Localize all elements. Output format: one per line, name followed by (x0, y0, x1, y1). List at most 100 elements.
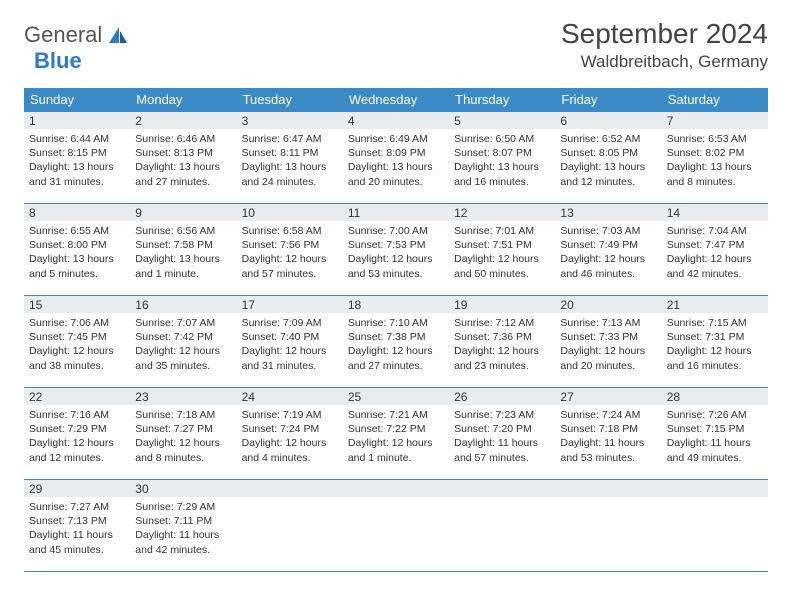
day-number: 12 (449, 204, 555, 221)
sunrise-text: Sunrise: 7:04 AM (667, 224, 763, 238)
weekday-header: Wednesday (343, 88, 449, 112)
day-number: 26 (449, 388, 555, 405)
sunset-text: Sunset: 7:11 PM (135, 514, 231, 528)
calendar-body: 1Sunrise: 6:44 AMSunset: 8:15 PMDaylight… (24, 112, 768, 572)
daylight-text: Daylight: 13 hours and 20 minutes. (348, 160, 444, 188)
day-number (449, 480, 555, 497)
sunrise-text: Sunrise: 6:53 AM (667, 132, 763, 146)
day-number: 4 (343, 112, 449, 129)
sunrise-text: Sunrise: 6:58 AM (242, 224, 338, 238)
day-detail: Sunrise: 7:00 AMSunset: 7:53 PMDaylight:… (343, 221, 449, 283)
day-number: 29 (24, 480, 130, 497)
day-detail: Sunrise: 6:46 AMSunset: 8:13 PMDaylight:… (130, 129, 236, 191)
calendar-day-cell: 30Sunrise: 7:29 AMSunset: 7:11 PMDayligh… (130, 480, 236, 572)
daylight-text: Daylight: 12 hours and 35 minutes. (135, 344, 231, 372)
day-number: 25 (343, 388, 449, 405)
sunrise-text: Sunrise: 6:49 AM (348, 132, 444, 146)
day-detail: Sunrise: 7:18 AMSunset: 7:27 PMDaylight:… (130, 405, 236, 467)
sunrise-text: Sunrise: 7:19 AM (242, 408, 338, 422)
day-detail: Sunrise: 6:52 AMSunset: 8:05 PMDaylight:… (555, 129, 661, 191)
calendar-day-cell: 21Sunrise: 7:15 AMSunset: 7:31 PMDayligh… (662, 296, 768, 388)
calendar-day-cell (662, 480, 768, 572)
calendar-day-cell: 1Sunrise: 6:44 AMSunset: 8:15 PMDaylight… (24, 112, 130, 204)
day-detail: Sunrise: 7:09 AMSunset: 7:40 PMDaylight:… (237, 313, 343, 375)
day-number: 18 (343, 296, 449, 313)
daylight-text: Daylight: 13 hours and 16 minutes. (454, 160, 550, 188)
calendar-day-cell (449, 480, 555, 572)
day-detail (343, 497, 449, 502)
sunrise-text: Sunrise: 7:07 AM (135, 316, 231, 330)
day-detail: Sunrise: 7:24 AMSunset: 7:18 PMDaylight:… (555, 405, 661, 467)
location-label: Waldbreitbach, Germany (561, 52, 768, 72)
sunset-text: Sunset: 7:18 PM (560, 422, 656, 436)
day-number: 7 (662, 112, 768, 129)
day-number: 14 (662, 204, 768, 221)
sunrise-text: Sunrise: 7:21 AM (348, 408, 444, 422)
day-detail: Sunrise: 7:04 AMSunset: 7:47 PMDaylight:… (662, 221, 768, 283)
daylight-text: Daylight: 11 hours and 45 minutes. (29, 528, 125, 556)
day-number (237, 480, 343, 497)
day-number: 17 (237, 296, 343, 313)
daylight-text: Daylight: 11 hours and 57 minutes. (454, 436, 550, 464)
calendar-day-cell: 12Sunrise: 7:01 AMSunset: 7:51 PMDayligh… (449, 204, 555, 296)
brand-word-2: Blue (34, 48, 82, 74)
sunset-text: Sunset: 8:11 PM (242, 146, 338, 160)
calendar-day-cell: 28Sunrise: 7:26 AMSunset: 7:15 PMDayligh… (662, 388, 768, 480)
day-number: 15 (24, 296, 130, 313)
daylight-text: Daylight: 12 hours and 16 minutes. (667, 344, 763, 372)
sunset-text: Sunset: 7:33 PM (560, 330, 656, 344)
day-detail: Sunrise: 6:58 AMSunset: 7:56 PMDaylight:… (237, 221, 343, 283)
sunset-text: Sunset: 8:02 PM (667, 146, 763, 160)
day-detail: Sunrise: 7:19 AMSunset: 7:24 PMDaylight:… (237, 405, 343, 467)
daylight-text: Daylight: 11 hours and 42 minutes. (135, 528, 231, 556)
sunset-text: Sunset: 7:27 PM (135, 422, 231, 436)
daylight-text: Daylight: 13 hours and 24 minutes. (242, 160, 338, 188)
sunrise-text: Sunrise: 7:16 AM (29, 408, 125, 422)
daylight-text: Daylight: 12 hours and 53 minutes. (348, 252, 444, 280)
sunrise-text: Sunrise: 7:18 AM (135, 408, 231, 422)
sunset-text: Sunset: 7:24 PM (242, 422, 338, 436)
day-number: 10 (237, 204, 343, 221)
calendar-day-cell: 22Sunrise: 7:16 AMSunset: 7:29 PMDayligh… (24, 388, 130, 480)
calendar-day-cell (555, 480, 661, 572)
day-detail: Sunrise: 6:47 AMSunset: 8:11 PMDaylight:… (237, 129, 343, 191)
calendar-day-cell: 23Sunrise: 7:18 AMSunset: 7:27 PMDayligh… (130, 388, 236, 480)
sunset-text: Sunset: 7:20 PM (454, 422, 550, 436)
day-number: 9 (130, 204, 236, 221)
daylight-text: Daylight: 12 hours and 1 minute. (348, 436, 444, 464)
calendar-day-cell: 10Sunrise: 6:58 AMSunset: 7:56 PMDayligh… (237, 204, 343, 296)
calendar-week-row: 1Sunrise: 6:44 AMSunset: 8:15 PMDaylight… (24, 112, 768, 204)
calendar-day-cell: 6Sunrise: 6:52 AMSunset: 8:05 PMDaylight… (555, 112, 661, 204)
sunset-text: Sunset: 7:42 PM (135, 330, 231, 344)
day-detail: Sunrise: 7:13 AMSunset: 7:33 PMDaylight:… (555, 313, 661, 375)
calendar-day-cell: 19Sunrise: 7:12 AMSunset: 7:36 PMDayligh… (449, 296, 555, 388)
daylight-text: Daylight: 12 hours and 27 minutes. (348, 344, 444, 372)
calendar-day-cell: 3Sunrise: 6:47 AMSunset: 8:11 PMDaylight… (237, 112, 343, 204)
brand-logo: General (24, 22, 130, 48)
calendar-day-cell: 20Sunrise: 7:13 AMSunset: 7:33 PMDayligh… (555, 296, 661, 388)
calendar-day-cell: 27Sunrise: 7:24 AMSunset: 7:18 PMDayligh… (555, 388, 661, 480)
day-number: 13 (555, 204, 661, 221)
day-number: 8 (24, 204, 130, 221)
calendar-day-cell: 29Sunrise: 7:27 AMSunset: 7:13 PMDayligh… (24, 480, 130, 572)
day-detail (662, 497, 768, 502)
daylight-text: Daylight: 13 hours and 12 minutes. (560, 160, 656, 188)
calendar-day-cell: 24Sunrise: 7:19 AMSunset: 7:24 PMDayligh… (237, 388, 343, 480)
sunset-text: Sunset: 7:29 PM (29, 422, 125, 436)
sunrise-text: Sunrise: 6:52 AM (560, 132, 656, 146)
sunset-text: Sunset: 8:13 PM (135, 146, 231, 160)
day-number: 2 (130, 112, 236, 129)
day-detail: Sunrise: 6:55 AMSunset: 8:00 PMDaylight:… (24, 221, 130, 283)
sunset-text: Sunset: 7:47 PM (667, 238, 763, 252)
sunrise-text: Sunrise: 7:03 AM (560, 224, 656, 238)
sunrise-text: Sunrise: 7:13 AM (560, 316, 656, 330)
sunrise-text: Sunrise: 7:06 AM (29, 316, 125, 330)
sunset-text: Sunset: 8:05 PM (560, 146, 656, 160)
daylight-text: Daylight: 12 hours and 38 minutes. (29, 344, 125, 372)
sunset-text: Sunset: 7:56 PM (242, 238, 338, 252)
calendar-day-cell: 17Sunrise: 7:09 AMSunset: 7:40 PMDayligh… (237, 296, 343, 388)
sunset-text: Sunset: 7:22 PM (348, 422, 444, 436)
sunrise-text: Sunrise: 6:47 AM (242, 132, 338, 146)
day-detail: Sunrise: 7:10 AMSunset: 7:38 PMDaylight:… (343, 313, 449, 375)
calendar-day-cell: 25 Sunrise: 7:21 AMSunset: 7:22 PMDayligh… (343, 388, 449, 480)
